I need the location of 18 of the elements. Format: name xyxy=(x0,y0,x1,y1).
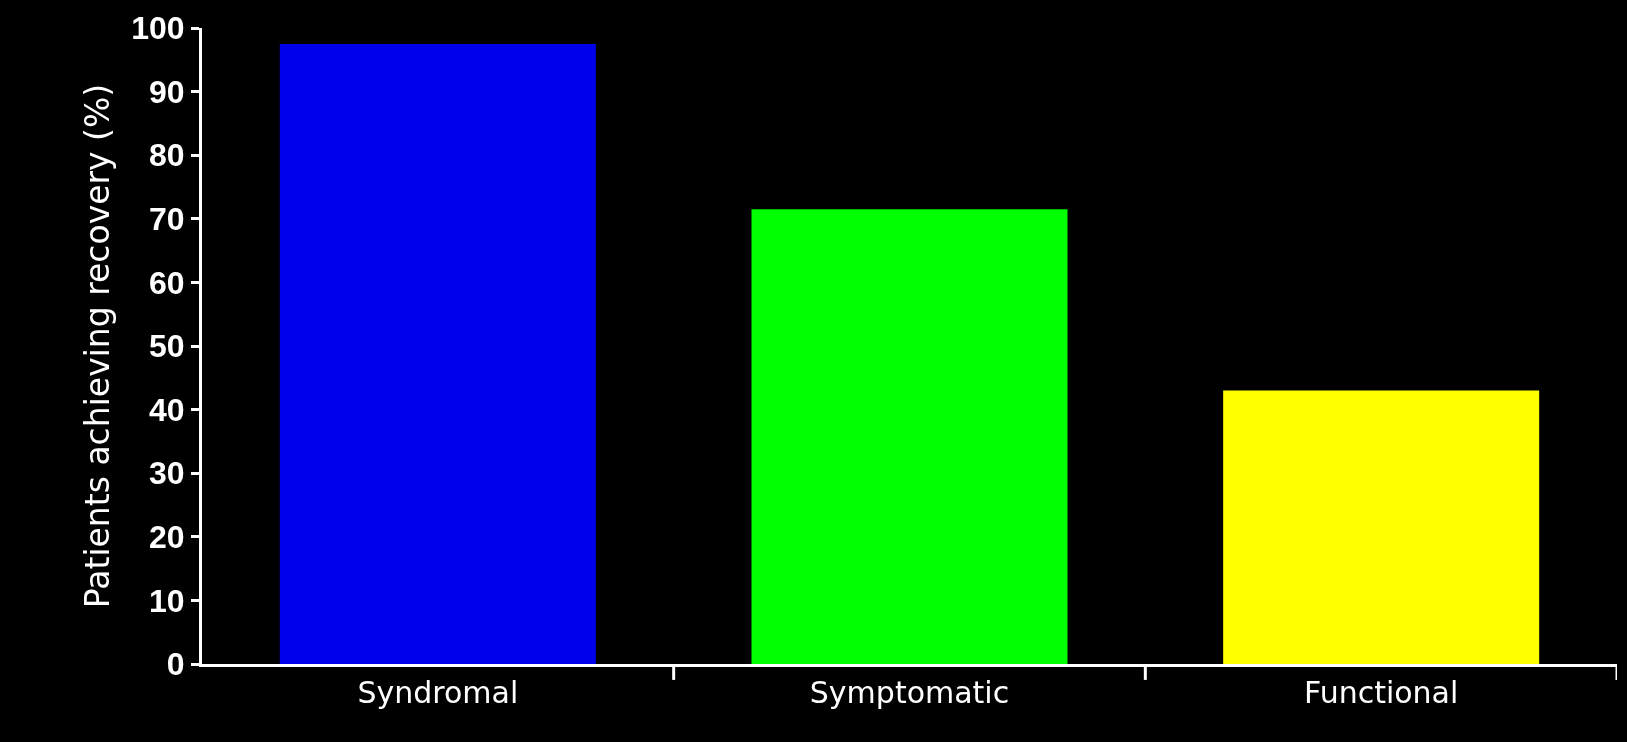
y-tick-label: 50 xyxy=(149,328,185,365)
y-tick-label: 80 xyxy=(149,137,185,174)
x-tick-label: Syndromal xyxy=(357,675,519,710)
y-tick-label: 90 xyxy=(149,73,185,110)
y-tick-label: 100 xyxy=(131,10,185,47)
y-tick-label: 20 xyxy=(149,519,185,555)
y-tick-label: 60 xyxy=(149,264,185,301)
x-tick-label: Symptomatic xyxy=(809,675,1010,710)
y-tick-label: 70 xyxy=(149,201,185,237)
y-tick-label: 0 xyxy=(166,646,185,683)
y-axis-title: Patients achieving recovery (%) xyxy=(78,83,118,609)
bar xyxy=(1223,390,1540,664)
y-tick-label: 40 xyxy=(149,391,185,428)
bar xyxy=(279,43,596,664)
y-tick-label: 10 xyxy=(149,582,185,619)
bar xyxy=(751,209,1068,664)
x-tick-label: Functional xyxy=(1304,675,1459,710)
y-tick-label: 30 xyxy=(149,455,185,492)
